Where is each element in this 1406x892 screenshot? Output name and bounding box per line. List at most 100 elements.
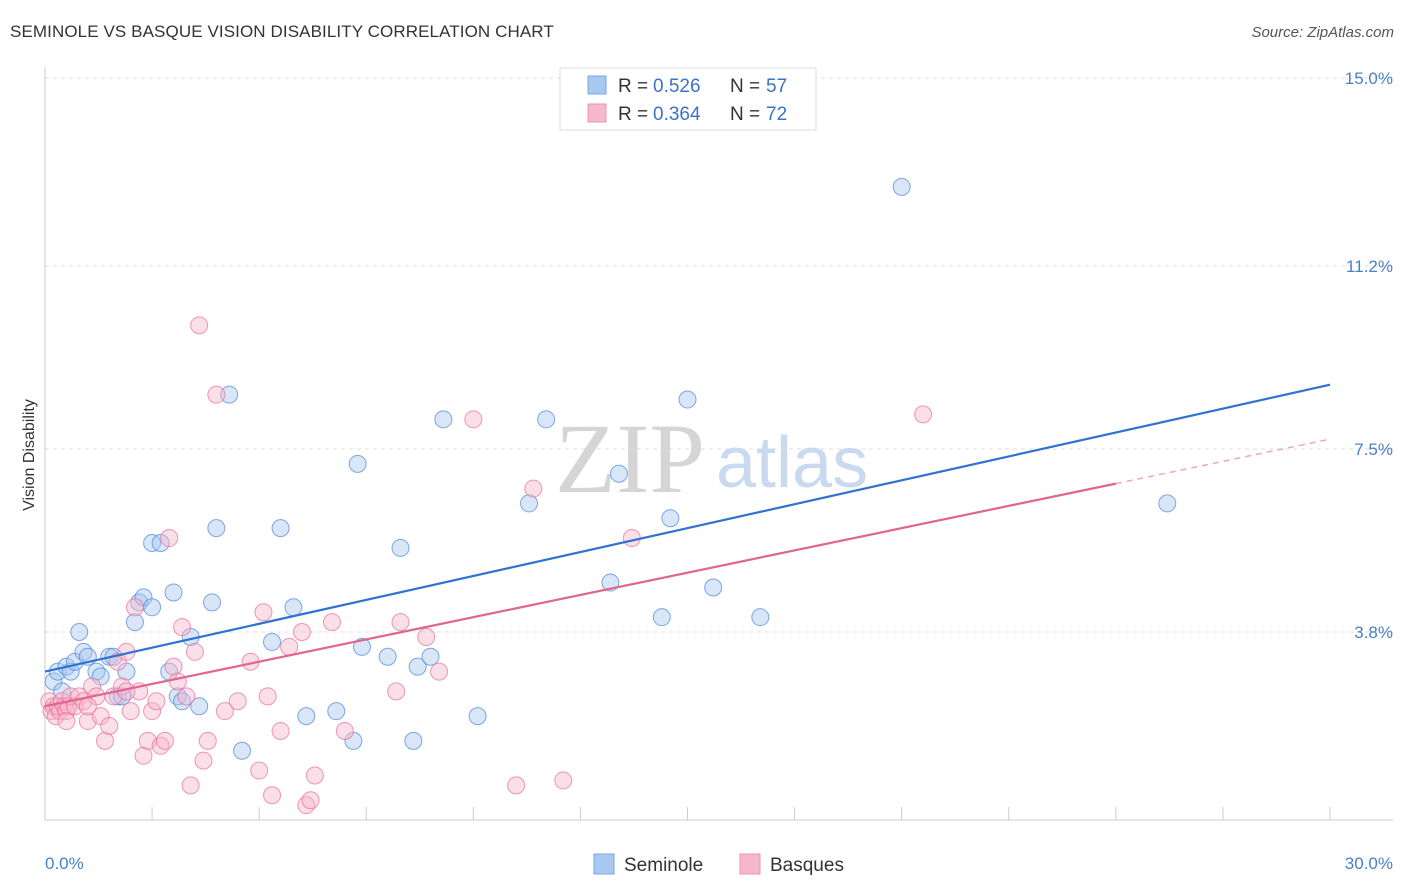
trend-line-seminole [44,383,1331,673]
point-basques [78,697,97,716]
point-seminole [53,682,72,701]
point-basques [301,791,320,810]
point-basques [95,731,114,750]
y-tick-label: 7.5% [1354,440,1393,459]
point-basques [143,702,162,721]
point-seminole [327,702,346,721]
point-seminole [220,385,239,404]
y-axis-title: Vision Disability [21,399,38,511]
point-seminole [164,583,183,602]
point-seminole [609,464,628,483]
point-seminole [468,707,487,726]
legend-swatch-seminole [587,75,607,95]
point-basques [125,598,144,617]
point-basques [271,721,290,740]
point-seminole [1158,494,1177,513]
point-basques [524,479,543,498]
point-basques [168,672,187,691]
point-basques [391,613,410,632]
point-basques [160,529,179,548]
point-basques [190,316,209,335]
point-basques [134,746,153,765]
point-basques [173,618,192,637]
point-basques [147,692,166,711]
watermark-atlas: atlas [716,423,868,503]
point-seminole [678,390,697,409]
watermark: ZIP atlas [555,403,868,514]
legend-n-value: 72 [766,104,787,125]
point-seminole [348,454,367,473]
point-basques [215,702,234,721]
x-tick-label: 0.0% [45,854,84,873]
point-basques [258,687,277,706]
point-seminole [537,410,556,429]
point-basques [185,642,204,661]
legend-n-value: 57 [766,76,787,97]
legend-r-value: 0.364 [653,104,701,125]
bottom-legend-swatch-seminole [593,853,615,875]
point-basques [100,717,119,736]
chart-title: SEMINOLE VS BASQUE VISION DISABILITY COR… [10,22,554,41]
point-basques [417,627,436,646]
point-seminole [520,494,539,513]
point-seminole [151,533,170,552]
legend-r-label: R = [618,104,648,125]
point-seminole [892,177,911,196]
point-seminole [207,519,226,538]
y-tick-label: 15.0% [1345,69,1393,88]
point-seminole [143,598,162,617]
point-seminole [404,731,423,750]
point-seminole [70,623,89,642]
point-basques [464,410,483,429]
point-basques [914,405,933,424]
bottom-legend-basques: Basques [770,855,844,876]
x-tick-label: 30.0% [1345,854,1393,873]
legend-n-label: N = [730,76,760,97]
point-basques [164,657,183,676]
legend-swatch-basques [587,103,607,123]
point-basques [194,751,213,770]
point-seminole [203,593,222,612]
bottom-legend: Seminole Basques [593,853,844,876]
point-seminole [378,647,397,666]
point-seminole [421,647,440,666]
point-basques [181,776,200,795]
point-basques [207,385,226,404]
point-seminole [263,632,282,651]
point-seminole [271,519,290,538]
point-basques [622,529,641,548]
watermark-zip: ZIP [555,403,705,514]
point-basques [305,766,324,785]
point-basques [198,731,217,750]
y-tick-label: 11.2% [1346,257,1393,276]
bottom-legend-seminole: Seminole [624,855,703,876]
point-basques [280,637,299,656]
point-seminole [661,509,680,528]
point-basques [254,603,273,622]
legend-n-label: N = [730,104,760,125]
bottom-legend-swatch-basques [739,853,761,875]
point-basques [293,623,311,642]
point-seminole [190,697,209,716]
point-seminole [408,657,427,676]
point-seminole [391,538,410,557]
point-basques [430,662,449,681]
point-basques [554,771,573,790]
y-tick-label: 3.8% [1354,623,1393,642]
point-seminole [125,613,144,632]
point-basques [322,613,341,632]
point-basques [228,692,247,711]
trend-lines [44,383,1331,708]
point-seminole [284,598,303,617]
point-seminole [652,608,671,627]
point-seminole [751,608,770,627]
point-basques [507,776,526,795]
point-seminole [704,578,723,597]
legend-r-label: R = [618,76,648,97]
trend-line-dashed-basques [1115,438,1331,485]
point-seminole [352,637,371,656]
point-seminole [297,707,316,726]
point-basques [250,761,269,780]
grid-lines [45,77,1393,633]
